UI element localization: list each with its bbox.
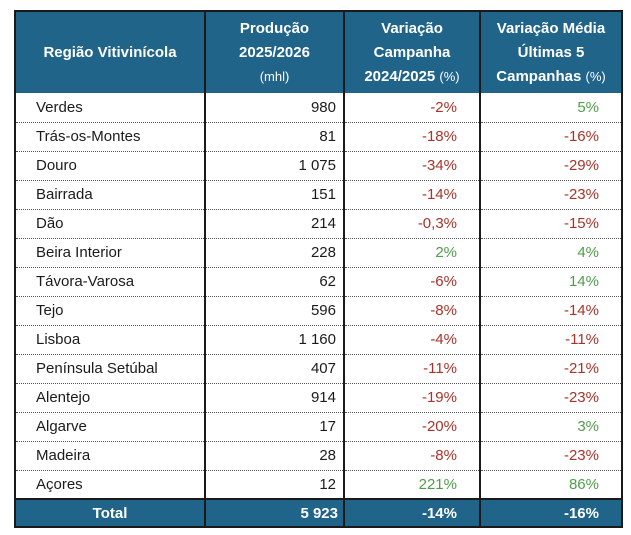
- header-region-label: Região Vitivinícola: [43, 43, 177, 61]
- table-row: Dão 214 -0,3% -15%: [14, 208, 623, 238]
- header-variation-average: Variação Média Últimas 5 Campanhas (%): [479, 11, 623, 93]
- variation-campaign-value: -4%: [343, 324, 481, 354]
- region-name: Tejo: [14, 295, 206, 325]
- production-value: 228: [204, 237, 345, 267]
- region-name: Douro: [14, 150, 206, 180]
- region-name: Lisboa: [14, 324, 206, 354]
- variation-average-value: -23%: [479, 440, 623, 470]
- header-variation-campaign-line2: Campanha: [373, 43, 451, 61]
- variation-campaign-value: -14%: [343, 179, 481, 209]
- header-variation-campaign-line1: Variação: [381, 19, 443, 37]
- variation-campaign-value: -19%: [343, 382, 481, 412]
- variation-average-value: 3%: [479, 411, 623, 441]
- variation-average-value: 4%: [479, 237, 623, 267]
- header-variation-average-line1: Variação Média: [496, 19, 606, 37]
- variation-campaign-value: -8%: [343, 295, 481, 325]
- variation-campaign-value: -11%: [343, 353, 481, 383]
- variation-campaign-value: -18%: [343, 121, 481, 151]
- header-variation-average-line2: Últimas 5: [517, 43, 585, 61]
- table-row: Península Setúbal 407 -11% -21%: [14, 353, 623, 383]
- variation-average-value: -29%: [479, 150, 623, 180]
- table-row: Trás-os-Montes 81 -18% -16%: [14, 121, 623, 151]
- production-value: 12: [204, 469, 345, 499]
- variation-campaign-value: 221%: [343, 469, 481, 499]
- variation-average-value: 5%: [479, 93, 623, 122]
- production-value: 17: [204, 411, 345, 441]
- region-name: Távora-Varosa: [14, 266, 206, 296]
- header-production: Produção 2025/2026 (mhl): [204, 11, 345, 93]
- variation-campaign-value: 2%: [343, 237, 481, 267]
- table-row: Douro 1 075 -34% -29%: [14, 150, 623, 180]
- wine-production-table: Região Vitivinícola Produção 2025/2026 (…: [14, 10, 623, 528]
- header-production-line2: 2025/2026: [239, 43, 310, 61]
- region-name: Península Setúbal: [14, 353, 206, 383]
- header-variation-campaign-line3: 2024/2025 (%): [364, 67, 460, 85]
- variation-average-value: -16%: [479, 121, 623, 151]
- table-row: Algarve 17 -20% 3%: [14, 411, 623, 441]
- header-row: Região Vitivinícola Produção 2025/2026 (…: [14, 11, 623, 93]
- region-name: Trás-os-Montes: [14, 121, 206, 151]
- production-value: 596: [204, 295, 345, 325]
- header-production-unit: (mhl): [259, 68, 290, 84]
- region-name: Beira Interior: [14, 237, 206, 267]
- production-value: 81: [204, 121, 345, 151]
- region-name: Alentejo: [14, 382, 206, 412]
- region-name: Algarve: [14, 411, 206, 441]
- production-value: 914: [204, 382, 345, 412]
- total-variation-average-value: -16%: [479, 498, 623, 527]
- table-row: Távora-Varosa 62 -6% 14%: [14, 266, 623, 296]
- production-value: 28: [204, 440, 345, 470]
- variation-campaign-value: -2%: [343, 93, 481, 122]
- variation-average-value: -23%: [479, 382, 623, 412]
- variation-campaign-value: -20%: [343, 411, 481, 441]
- production-value: 407: [204, 353, 345, 383]
- variation-average-value: -11%: [479, 324, 623, 354]
- production-value: 980: [204, 93, 345, 122]
- region-name: Açores: [14, 469, 206, 499]
- total-production-value: 5 923: [204, 498, 345, 527]
- total-label: Total: [14, 498, 206, 527]
- header-production-line1: Produção: [239, 19, 310, 37]
- production-value: 62: [204, 266, 345, 296]
- variation-campaign-value: -0,3%: [343, 208, 481, 238]
- table-row: Beira Interior 228 2% 4%: [14, 237, 623, 267]
- header-region: Região Vitivinícola: [14, 11, 206, 93]
- table-row: Açores 12 221% 86%: [14, 469, 623, 499]
- table-row: Madeira 28 -8% -23%: [14, 440, 623, 470]
- variation-campaign-value: -6%: [343, 266, 481, 296]
- table-body: Verdes 980 -2% 5% Trás-os-Montes 81 -18% -16% Do…: [14, 93, 623, 499]
- variation-average-value: 14%: [479, 266, 623, 296]
- region-name: Verdes: [14, 93, 206, 122]
- total-variation-campaign-value: -14%: [343, 498, 481, 527]
- variation-average-value: -14%: [479, 295, 623, 325]
- table-row: Alentejo 914 -19% -23%: [14, 382, 623, 412]
- region-name: Bairrada: [14, 179, 206, 209]
- header-variation-campaign: Variação Campanha 2024/2025 (%): [343, 11, 481, 93]
- production-value: 1 160: [204, 324, 345, 354]
- variation-average-value: 86%: [479, 469, 623, 499]
- variation-campaign-value: -34%: [343, 150, 481, 180]
- variation-average-value: -15%: [479, 208, 623, 238]
- table-row: Verdes 980 -2% 5%: [14, 93, 623, 122]
- total-row: Total 5 923 -14% -16%: [14, 498, 623, 527]
- region-name: Dão: [14, 208, 206, 238]
- header-variation-average-line3: Campanhas (%): [496, 67, 606, 85]
- production-value: 1 075: [204, 150, 345, 180]
- variation-average-value: -21%: [479, 353, 623, 383]
- variation-campaign-value: -8%: [343, 440, 481, 470]
- production-value: 151: [204, 179, 345, 209]
- production-value: 214: [204, 208, 345, 238]
- table-row: Lisboa 1 160 -4% -11%: [14, 324, 623, 354]
- table-row: Tejo 596 -8% -14%: [14, 295, 623, 325]
- variation-average-value: -23%: [479, 179, 623, 209]
- region-name: Madeira: [14, 440, 206, 470]
- table-row: Bairrada 151 -14% -23%: [14, 179, 623, 209]
